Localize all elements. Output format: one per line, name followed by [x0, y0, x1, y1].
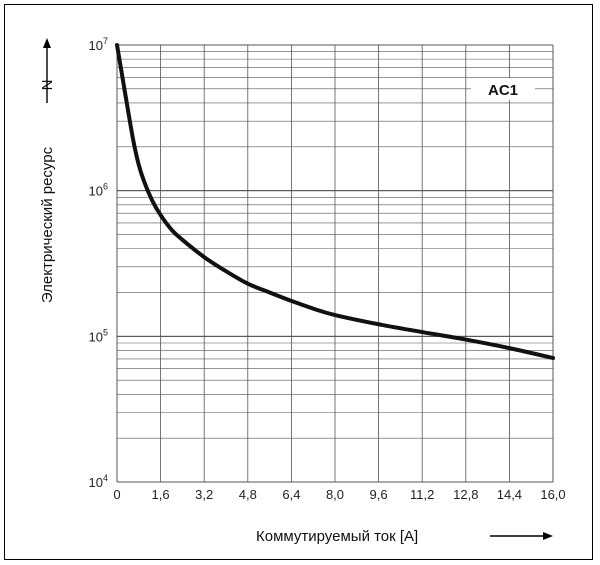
- annotation-ac1: AC1: [488, 82, 518, 99]
- x-tick-label: 1,6: [152, 487, 170, 502]
- chart-series: [115, 43, 555, 360]
- chart-grid: [116, 44, 554, 483]
- x-tick-label: 6,4: [282, 487, 300, 502]
- y-axis-label: Электрический ресурс: [39, 146, 56, 303]
- x-axis-arrow-icon: [490, 532, 553, 540]
- x-tick-label: 14,4: [497, 487, 522, 502]
- y-axis-arrow-icon: [43, 38, 51, 103]
- x-tick-label: 11,2: [410, 487, 434, 502]
- x-tick-label: 9,6: [370, 487, 388, 502]
- series-line: [115, 43, 555, 360]
- y-tick-label: 104: [89, 473, 108, 490]
- x-tick-label: 8,0: [326, 487, 344, 502]
- x-tick-label: 0: [113, 487, 120, 502]
- y-tick-label: 107: [89, 36, 108, 53]
- x-tick-label: 3,2: [195, 487, 213, 502]
- y-tick-label: 106: [89, 182, 108, 199]
- x-tick-label: 12,8: [453, 487, 478, 502]
- y-tick-label: 105: [89, 327, 108, 344]
- x-tick-label: 4,8: [239, 487, 257, 502]
- y-tick-labels: 104 105 106 107: [89, 36, 108, 490]
- x-axis-label: Коммутируемый ток [A]: [256, 528, 418, 545]
- x-tick-label: 16,0: [540, 487, 565, 502]
- annotation-box-bg: [471, 78, 535, 100]
- x-tick-labels: 0 1,6 3,2 4,8 6,4 8,0 9,6 11,2 12,8 14,4 16,0: [113, 487, 565, 502]
